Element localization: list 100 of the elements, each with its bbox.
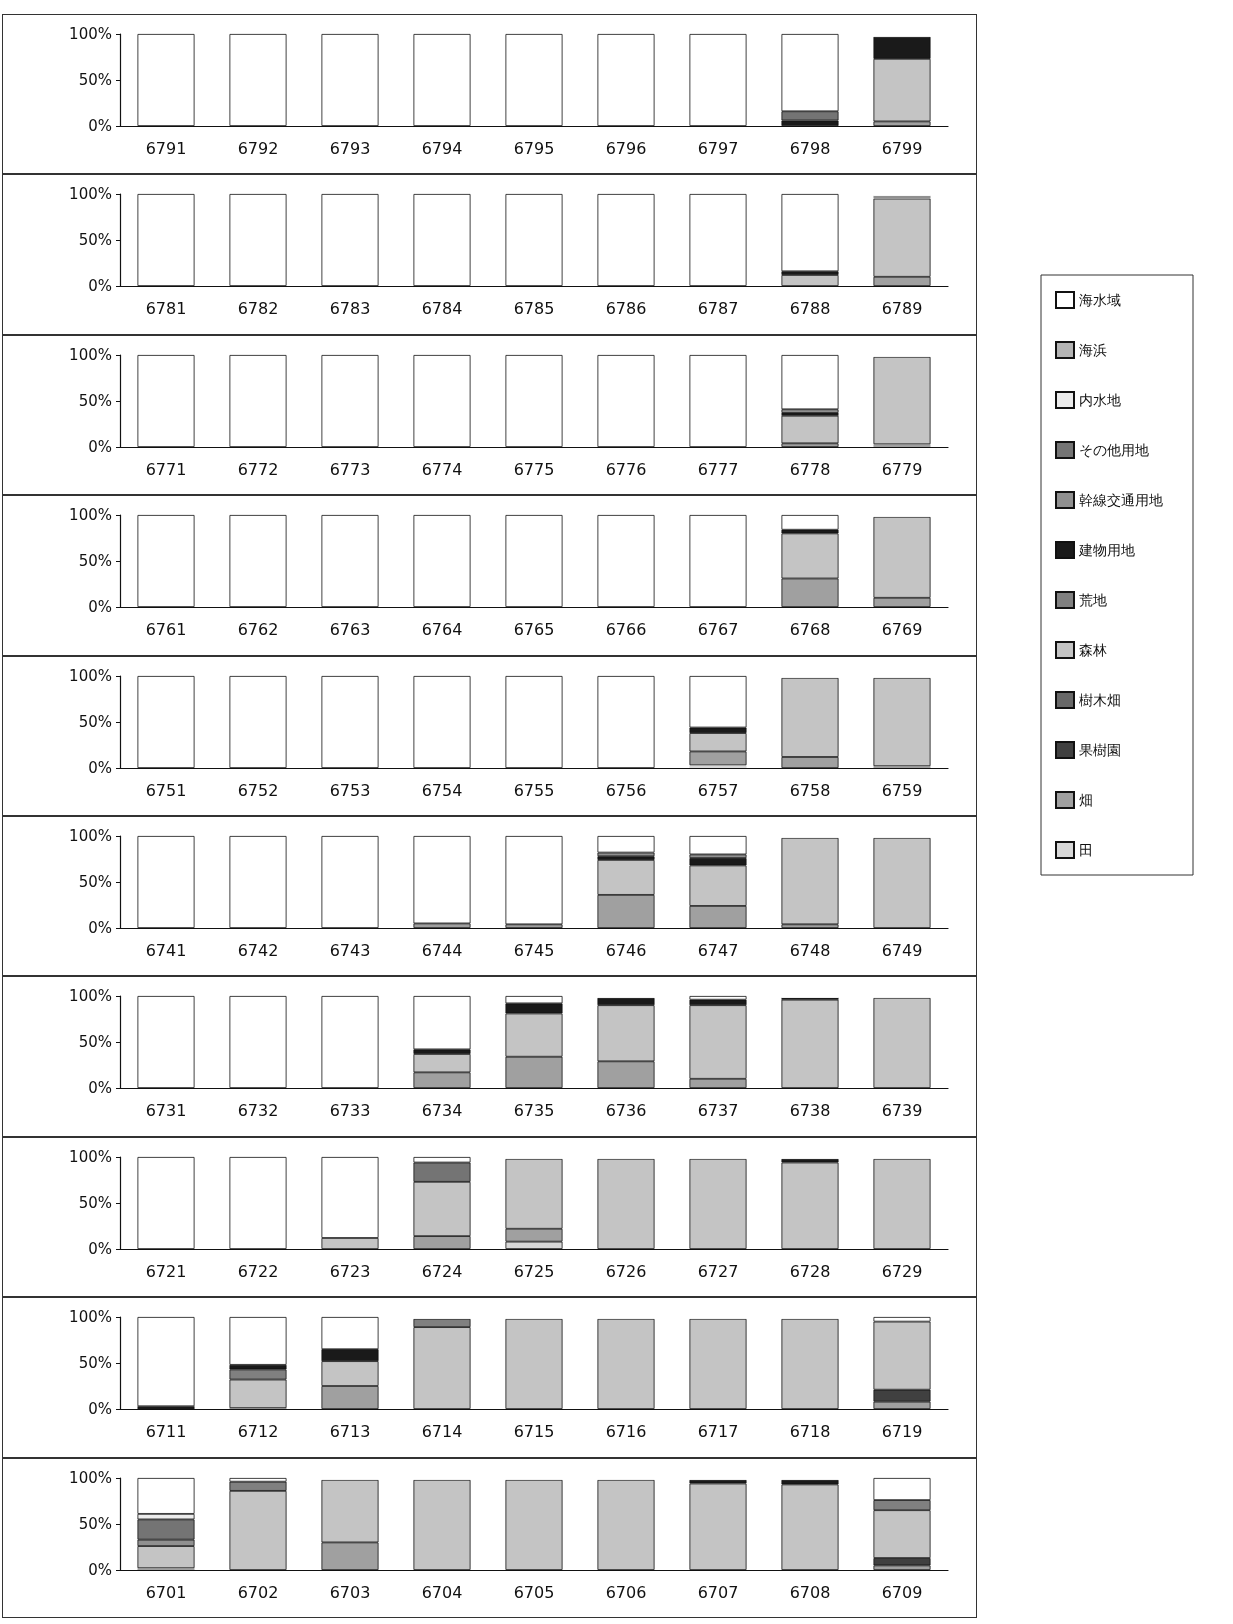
y-tick-label: 0%: [88, 1400, 112, 1419]
x-tick-label: 6718: [789, 1421, 831, 1441]
x-tick-label: 6705: [513, 1582, 555, 1602]
x-tick-label: 6736: [605, 1100, 647, 1120]
x-tick-label: 6773: [329, 459, 371, 479]
legend-label: 幹線交通用地: [1079, 492, 1163, 508]
x-tick-label: 6731: [145, 1100, 187, 1120]
x-tick-label: 6706: [605, 1582, 647, 1602]
y-tick-label: 100%: [69, 185, 112, 204]
x-tick-label: 6757: [697, 780, 739, 800]
x-tick-label: 6704: [421, 1582, 463, 1602]
y-tick-label: 50%: [78, 1354, 112, 1373]
y-tick-label: 100%: [69, 1308, 112, 1327]
y-tick-label: 0%: [88, 1560, 112, 1579]
x-tick-label: 6708: [789, 1582, 831, 1602]
x-tick-label: 6783: [329, 298, 371, 318]
legend-label: 田: [1079, 842, 1093, 858]
x-tick-label: 6723: [329, 1261, 371, 1281]
legend-label: 畑: [1079, 792, 1093, 808]
x-tick-label: 6764: [421, 619, 463, 639]
x-tick-label: 6754: [421, 780, 463, 800]
x-tick-label: 6799: [881, 138, 923, 158]
x-tick-label: 6772: [237, 459, 279, 479]
x-tick-label: 6759: [881, 780, 923, 800]
x-tick-label: 6789: [881, 298, 923, 318]
y-tick-label: 0%: [88, 598, 112, 617]
x-tick-label: 6771: [145, 459, 187, 479]
y-tick-label: 100%: [69, 987, 112, 1006]
y-tick-label: 100%: [69, 506, 112, 525]
x-tick-label: 6776: [605, 459, 647, 479]
x-tick-label: 6774: [421, 459, 463, 479]
x-tick-label: 6721: [145, 1261, 187, 1281]
x-tick-label: 6787: [697, 298, 739, 318]
x-tick-label: 6756: [605, 780, 647, 800]
x-tick-label: 6714: [421, 1421, 463, 1441]
x-tick-label: 6747: [697, 940, 739, 960]
x-tick-label: 6728: [789, 1261, 831, 1281]
x-tick-label: 6739: [881, 1100, 923, 1120]
x-tick-label: 6738: [789, 1100, 831, 1120]
x-tick-label: 6711: [145, 1421, 187, 1441]
y-tick-label: 100%: [69, 666, 112, 685]
y-tick-label: 0%: [88, 437, 112, 456]
x-tick-label: 6796: [605, 138, 647, 158]
y-tick-label: 50%: [78, 231, 112, 250]
x-tick-label: 6788: [789, 298, 831, 318]
x-tick-label: 6725: [513, 1261, 555, 1281]
x-tick-label: 6761: [145, 619, 187, 639]
y-tick-label: 100%: [69, 25, 112, 43]
x-tick-label: 6769: [881, 619, 923, 639]
x-tick-label: 6737: [697, 1100, 739, 1120]
x-tick-label: 6758: [789, 780, 831, 800]
x-tick-label: 6784: [421, 298, 463, 318]
y-tick-label: 0%: [88, 277, 112, 296]
x-tick-label: 6793: [329, 138, 371, 158]
x-tick-label: 6797: [697, 138, 739, 158]
x-tick-label: 6724: [421, 1261, 463, 1281]
x-tick-label: 6751: [145, 780, 187, 800]
x-tick-label: 6741: [145, 940, 187, 960]
x-tick-label: 6716: [605, 1421, 647, 1441]
x-tick-label: 6794: [421, 138, 463, 158]
x-tick-label: 6703: [329, 1582, 371, 1602]
x-tick-label: 6768: [789, 619, 831, 639]
x-tick-label: 6744: [421, 940, 463, 960]
y-tick-label: 0%: [88, 1079, 112, 1098]
y-tick-label: 50%: [78, 1033, 112, 1052]
legend-label: 海浜: [1079, 342, 1107, 358]
x-tick-label: 6715: [513, 1421, 555, 1441]
x-tick-label: 6775: [513, 459, 555, 479]
legend-label: 海水域: [1079, 292, 1121, 308]
x-tick-label: 6707: [697, 1582, 739, 1602]
legend-label: 森林: [1079, 642, 1107, 658]
x-tick-label: 6762: [237, 619, 279, 639]
x-tick-label: 6722: [237, 1261, 279, 1281]
x-tick-label: 6749: [881, 940, 923, 960]
legend-label: 建物用地: [1078, 542, 1135, 558]
legend-label: 荒地: [1079, 592, 1107, 608]
x-tick-label: 6791: [145, 138, 187, 158]
x-tick-label: 6734: [421, 1100, 463, 1120]
x-tick-label: 6713: [329, 1421, 371, 1441]
x-tick-label: 6712: [237, 1421, 279, 1441]
x-tick-label: 6701: [145, 1582, 187, 1602]
x-tick-label: 6743: [329, 940, 371, 960]
x-tick-label: 6753: [329, 780, 371, 800]
x-tick-label: 6779: [881, 459, 923, 479]
x-tick-label: 6745: [513, 940, 555, 960]
y-tick-label: 50%: [78, 712, 112, 731]
x-tick-label: 6781: [145, 298, 187, 318]
y-tick-label: 100%: [69, 827, 112, 845]
x-tick-label: 6795: [513, 138, 555, 158]
x-tick-label: 6755: [513, 780, 555, 800]
x-tick-label: 6765: [513, 619, 555, 639]
y-tick-label: 50%: [78, 1193, 112, 1212]
legend-label: 果樹園: [1079, 742, 1121, 758]
y-tick-label: 100%: [69, 345, 112, 364]
x-tick-label: 6748: [789, 940, 831, 960]
legend-label: その他用地: [1079, 442, 1149, 458]
x-tick-label: 6746: [605, 940, 647, 960]
x-tick-label: 6742: [237, 940, 279, 960]
y-tick-label: 50%: [78, 391, 112, 410]
x-tick-label: 6777: [697, 459, 739, 479]
